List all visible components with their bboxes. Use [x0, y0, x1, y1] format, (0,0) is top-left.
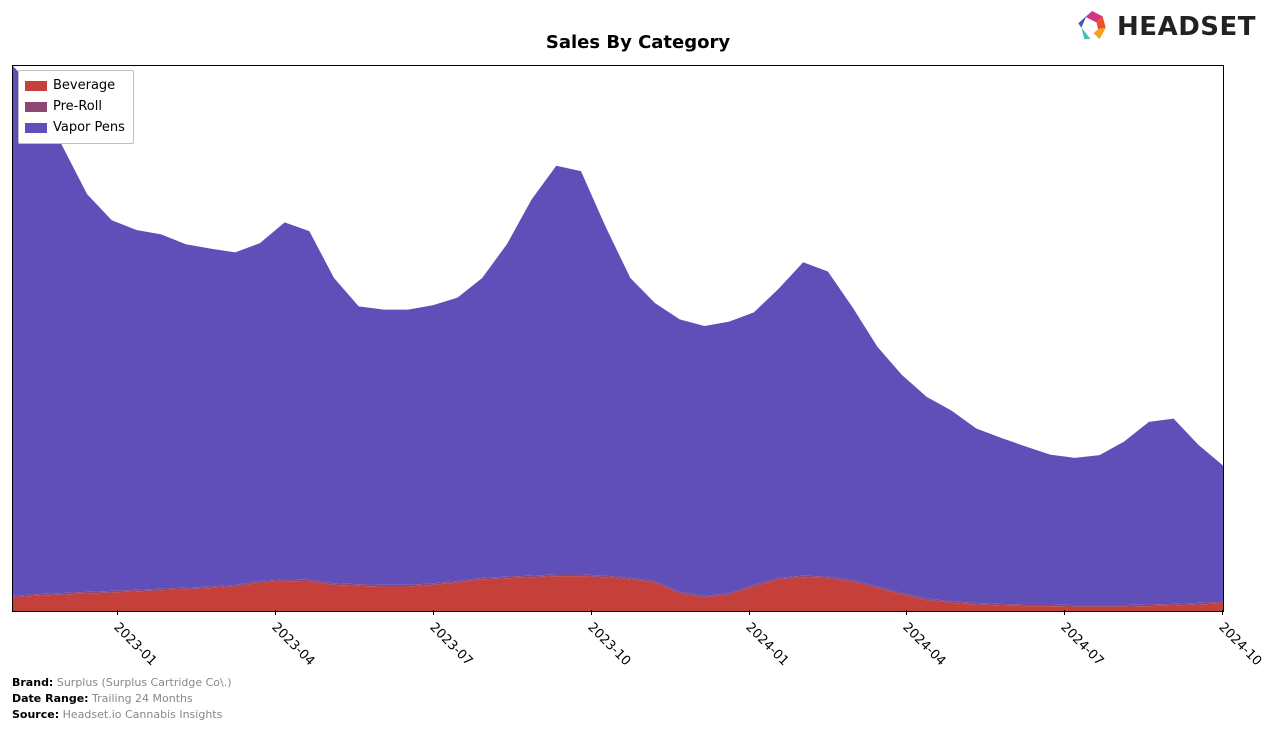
legend-swatch [25, 81, 47, 91]
legend-label: Pre-Roll [53, 97, 102, 118]
legend-label: Beverage [53, 76, 115, 97]
x-tick-label: 2023-04 [268, 620, 317, 669]
footer-row: Source: Headset.io Cannabis Insights [12, 707, 232, 723]
legend-label: Vapor Pens [53, 118, 125, 139]
x-tick-label: 2023-07 [426, 620, 475, 669]
footer-label: Brand: [12, 676, 53, 689]
area-series-vapor-pens [13, 66, 1223, 605]
footer-row: Date Range: Trailing 24 Months [12, 691, 232, 707]
footer-value: Trailing 24 Months [89, 692, 193, 705]
x-tick-mark [433, 610, 434, 615]
legend-swatch [25, 102, 47, 112]
x-tick-label: 2023-10 [584, 620, 633, 669]
footer-row: Brand: Surplus (Surplus Cartridge Co\.) [12, 675, 232, 691]
plot-area: BeveragePre-RollVapor Pens [12, 65, 1224, 612]
legend: BeveragePre-RollVapor Pens [18, 70, 134, 144]
legend-item-beverage: Beverage [25, 76, 125, 97]
x-tick-mark [1064, 610, 1065, 615]
x-tick-label: 2024-01 [742, 620, 791, 669]
footer-value: Headset.io Cannabis Insights [59, 708, 222, 721]
legend-swatch [25, 123, 47, 133]
headset-logo: HEADSET [1073, 8, 1256, 46]
legend-item-vapor-pens: Vapor Pens [25, 118, 125, 139]
footer-label: Date Range: [12, 692, 89, 705]
x-tick-mark [749, 610, 750, 615]
x-tick-mark [275, 610, 276, 615]
x-tick-mark [591, 610, 592, 615]
x-tick-label: 2024-04 [900, 620, 949, 669]
x-tick-label: 2023-01 [111, 620, 160, 669]
footer-value: Surplus (Surplus Cartridge Co\.) [53, 676, 231, 689]
x-tick-mark [117, 610, 118, 615]
legend-item-pre-roll: Pre-Roll [25, 97, 125, 118]
x-tick-label: 2024-07 [1058, 620, 1107, 669]
logo-icon [1073, 8, 1111, 46]
area-chart-svg [13, 66, 1223, 611]
chart-footer: Brand: Surplus (Surplus Cartridge Co\.)D… [12, 675, 232, 723]
footer-label: Source: [12, 708, 59, 721]
logo-text: HEADSET [1117, 12, 1256, 42]
x-tick-label: 2024-10 [1215, 620, 1264, 669]
x-tick-mark [906, 610, 907, 615]
chart-container: Sales By Category HEADSET BeveragePre-Ro… [0, 0, 1276, 739]
x-tick-mark [1222, 610, 1223, 615]
